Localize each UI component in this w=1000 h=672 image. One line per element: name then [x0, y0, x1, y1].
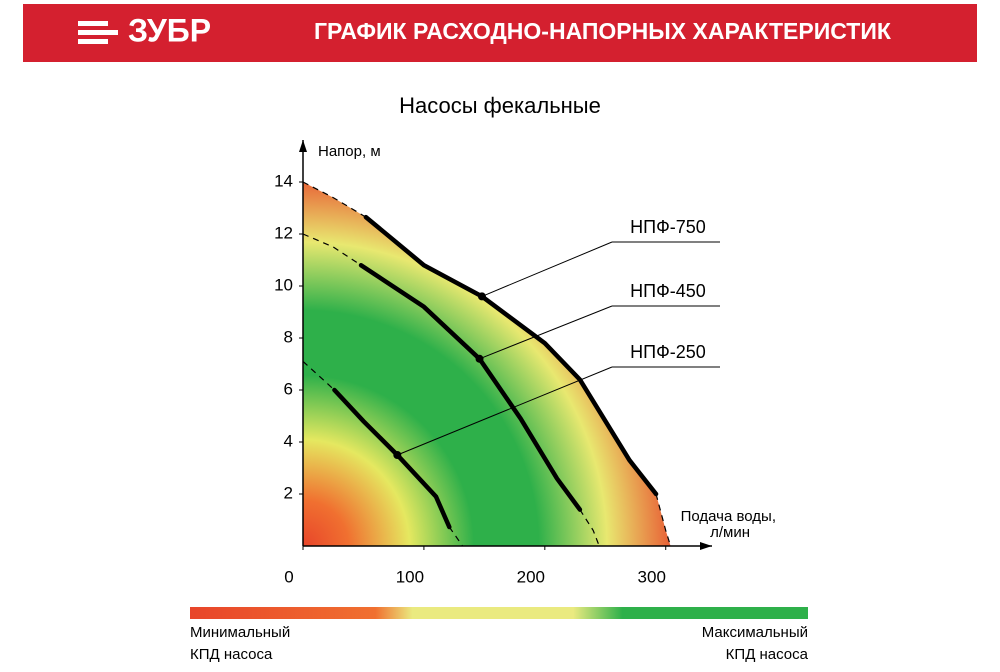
y-tick-label: 10 — [274, 275, 293, 294]
header-title: ГРАФИК РАСХОДНО-НАПОРНЫХ ХАРАКТЕРИСТИК — [314, 18, 892, 44]
y-tick-label: 4 — [284, 431, 293, 450]
curve-extension — [302, 360, 335, 391]
curve-point — [475, 354, 484, 363]
x-tick-label: 100 — [396, 567, 424, 586]
y-arrow — [299, 140, 307, 152]
curve-point — [477, 292, 486, 301]
pump-curve — [358, 262, 583, 512]
leader-line — [481, 241, 613, 297]
x-tick-label: 300 — [638, 567, 666, 586]
y-tick-label: 14 — [274, 171, 293, 190]
y-tick-label: 8 — [284, 327, 293, 346]
logo-icon — [78, 21, 118, 44]
leader-line — [397, 366, 613, 456]
y-tick-label: 6 — [284, 379, 293, 398]
y-tick-label: 12 — [274, 223, 293, 242]
curve-extension — [302, 181, 367, 218]
x-tick-label: 0 — [284, 567, 293, 586]
curve-extension — [302, 233, 362, 266]
x-arrow — [700, 542, 712, 550]
curve-extension — [448, 526, 464, 547]
x-tick-label: 200 — [517, 567, 545, 586]
curve-extension — [579, 509, 600, 547]
leader-line — [479, 305, 613, 360]
legend-min: Минимальный — [190, 624, 290, 641]
brand: ЗУБР — [128, 12, 211, 48]
curve-label: НПФ-450 — [630, 281, 706, 301]
legend-max: КПД насоса — [726, 646, 809, 663]
curve-extension — [655, 493, 672, 547]
x-label: л/мин — [710, 524, 750, 541]
pump-curve — [363, 214, 659, 497]
curve-label: НПФ-750 — [630, 217, 706, 237]
header-band — [23, 4, 977, 62]
chart-title: Насосы фекальные — [399, 93, 601, 118]
legend-max: Максимальный — [702, 624, 808, 641]
efficiency-legend-bar — [190, 607, 808, 619]
efficiency-area — [303, 182, 671, 546]
y-label: Напор, м — [318, 143, 381, 160]
x-label: Подача воды, — [681, 508, 776, 525]
y-tick-label: 2 — [284, 483, 293, 502]
curve-label: НПФ-250 — [630, 342, 706, 362]
curve-point — [393, 451, 402, 459]
legend-min: КПД насоса — [190, 646, 273, 663]
